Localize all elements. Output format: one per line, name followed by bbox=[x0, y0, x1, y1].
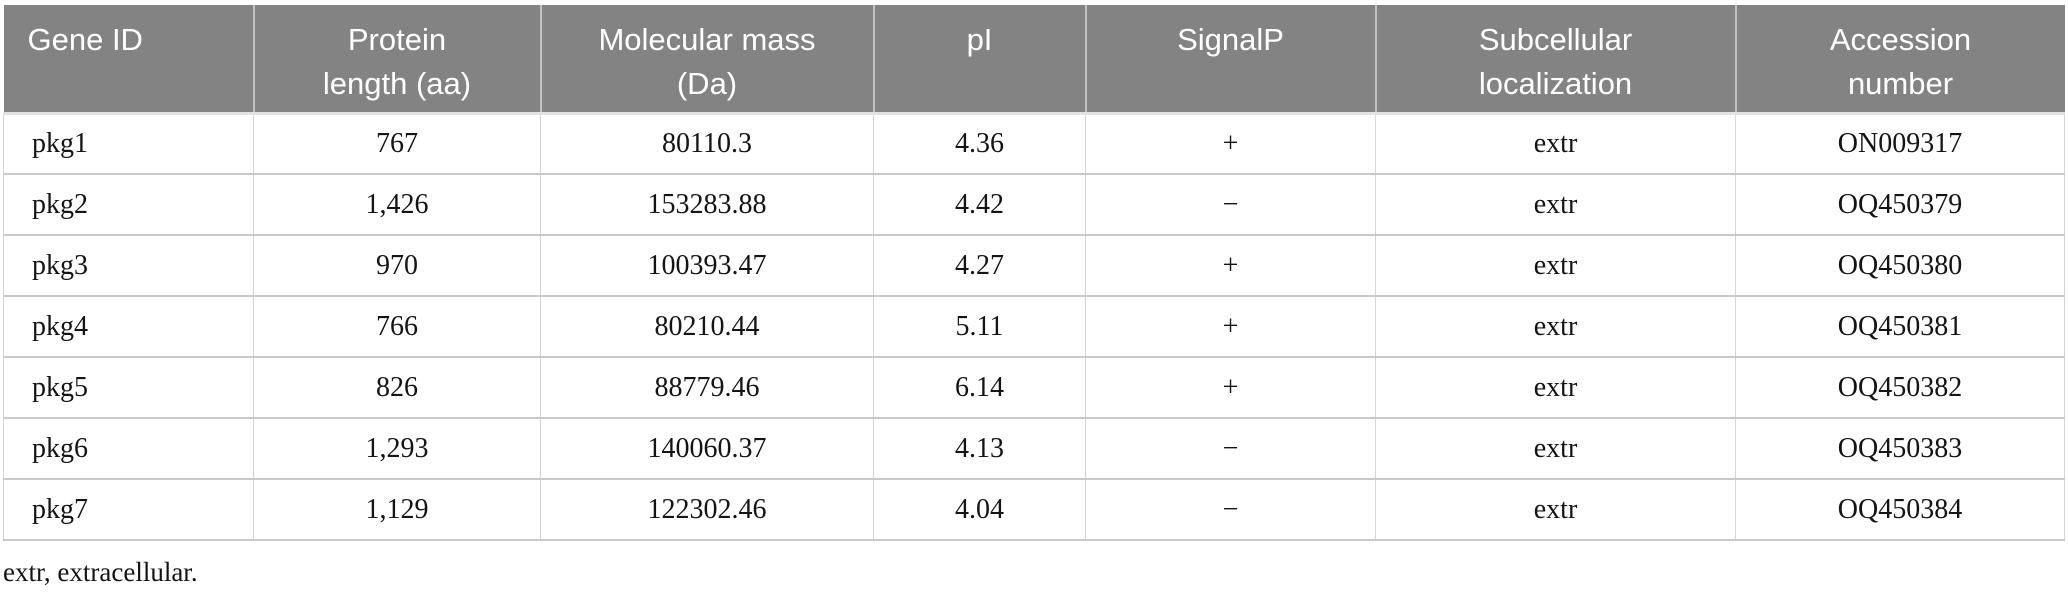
cell-protein-length: 1,129 bbox=[253, 478, 541, 541]
cell-localization: extr bbox=[1375, 478, 1736, 541]
column-header-signalp: SignalP bbox=[1084, 5, 1376, 115]
cell-pi: 5.11 bbox=[873, 295, 1086, 357]
cell-protein-length: 826 bbox=[253, 356, 541, 418]
cell-localization: extr bbox=[1375, 173, 1736, 235]
table-row: pkg3 970 100393.47 4.27 + extr OQ450380 bbox=[3, 234, 2065, 296]
cell-gene-id: pkg5 bbox=[3, 356, 254, 418]
cell-protein-length: 1,293 bbox=[253, 417, 541, 479]
cell-pi: 4.36 bbox=[873, 113, 1086, 174]
column-header-subcellular-localization: Subcellular localization bbox=[1374, 5, 1736, 115]
cell-gene-id: pkg1 bbox=[3, 113, 254, 174]
cell-accession: OQ450381 bbox=[1735, 295, 2065, 357]
cell-molecular-mass: 122302.46 bbox=[540, 478, 874, 541]
cell-molecular-mass: 88779.46 bbox=[540, 356, 874, 418]
table-row: pkg4 766 80210.44 5.11 + extr OQ450381 bbox=[3, 295, 2065, 357]
cell-accession: OQ450379 bbox=[1735, 173, 2065, 235]
cell-molecular-mass: 100393.47 bbox=[540, 234, 874, 296]
cell-protein-length: 970 bbox=[253, 234, 541, 296]
footnote: extr, extracellular. bbox=[3, 557, 198, 587]
cell-molecular-mass: 80210.44 bbox=[540, 295, 874, 357]
cell-pi: 6.14 bbox=[873, 356, 1086, 418]
column-header-accession-number: Accession number bbox=[1734, 5, 2065, 115]
cell-accession: OQ450382 bbox=[1735, 356, 2065, 418]
column-header-molecular-mass: Molecular mass (Da) bbox=[539, 5, 874, 115]
cell-signalp: − bbox=[1085, 478, 1376, 541]
cell-gene-id: pkg4 bbox=[3, 295, 254, 357]
cell-pi: 4.27 bbox=[873, 234, 1086, 296]
cell-gene-id: pkg3 bbox=[3, 234, 254, 296]
cell-molecular-mass: 80110.3 bbox=[540, 113, 874, 174]
cell-signalp: + bbox=[1085, 234, 1376, 296]
cell-accession: ON009317 bbox=[1735, 113, 2065, 174]
cell-accession: OQ450383 bbox=[1735, 417, 2065, 479]
cell-protein-length: 766 bbox=[253, 295, 541, 357]
cell-localization: extr bbox=[1375, 295, 1736, 357]
cell-accession: OQ450384 bbox=[1735, 478, 2065, 541]
cell-signalp: + bbox=[1085, 113, 1376, 174]
table-row: pkg5 826 88779.46 6.14 + extr OQ450382 bbox=[3, 356, 2065, 418]
cell-signalp: − bbox=[1085, 417, 1376, 479]
cell-signalp: + bbox=[1085, 356, 1376, 418]
table-row: pkg6 1,293 140060.37 4.13 − extr OQ45038… bbox=[3, 417, 2065, 479]
cell-gene-id: pkg6 bbox=[3, 417, 254, 479]
cell-pi: 4.13 bbox=[873, 417, 1086, 479]
table-row: pkg7 1,129 122302.46 4.04 − extr OQ45038… bbox=[3, 478, 2065, 541]
header-row: Gene ID Protein length (aa) Molecular ma… bbox=[3, 5, 2065, 115]
gene-properties-table: Gene ID Protein length (aa) Molecular ma… bbox=[3, 5, 2065, 541]
cell-gene-id: pkg7 bbox=[3, 478, 254, 541]
cell-molecular-mass: 140060.37 bbox=[540, 417, 874, 479]
cell-pi: 4.42 bbox=[873, 173, 1086, 235]
cell-localization: extr bbox=[1375, 234, 1736, 296]
cell-protein-length: 767 bbox=[253, 113, 541, 174]
column-header-gene-id: Gene ID bbox=[3, 5, 254, 115]
column-header-pi: pI bbox=[872, 5, 1086, 115]
cell-localization: extr bbox=[1375, 417, 1736, 479]
cell-localization: extr bbox=[1375, 356, 1736, 418]
cell-gene-id: pkg2 bbox=[3, 173, 254, 235]
cell-localization: extr bbox=[1375, 113, 1736, 174]
table-row: pkg1 767 80110.3 4.36 + extr ON009317 bbox=[3, 113, 2065, 174]
table-row: pkg2 1,426 153283.88 4.42 − extr OQ45037… bbox=[3, 173, 2065, 235]
cell-signalp: + bbox=[1085, 295, 1376, 357]
cell-pi: 4.04 bbox=[873, 478, 1086, 541]
column-header-protein-length: Protein length (aa) bbox=[252, 5, 541, 115]
cell-accession: OQ450380 bbox=[1735, 234, 2065, 296]
cell-molecular-mass: 153283.88 bbox=[540, 173, 874, 235]
cell-protein-length: 1,426 bbox=[253, 173, 541, 235]
cell-signalp: − bbox=[1085, 173, 1376, 235]
